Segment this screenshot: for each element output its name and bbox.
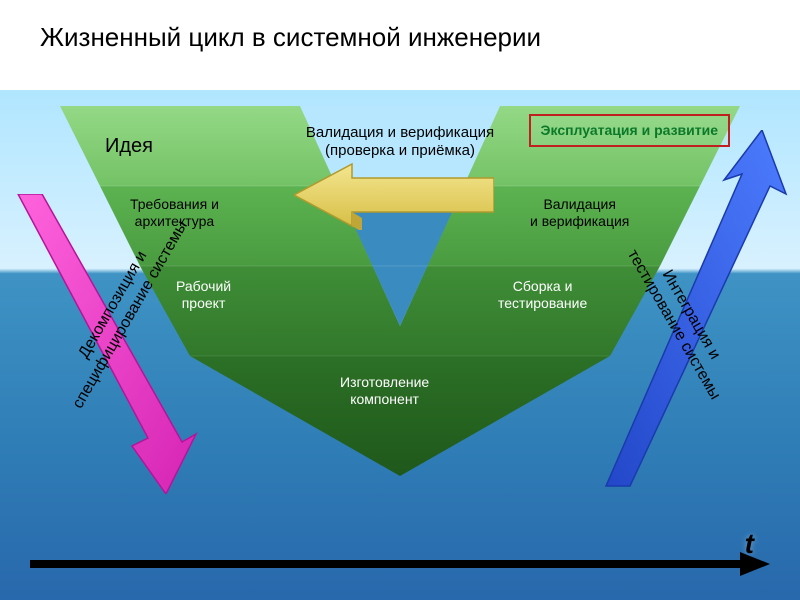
stage-assembly: Сборка и тестирование [498,278,587,312]
stage-idea: Идея [105,134,153,158]
time-axis-label: t [745,528,754,560]
diagram-canvas: Идея Требования и архитектура Рабочий пр… [0,90,800,600]
yellow-arrow-icon [294,160,494,230]
center-validation-label: Валидация и верификация (проверка и приё… [290,124,510,160]
timeline-arrow-icon [30,552,770,576]
stage-build: Изготовление компонент [340,374,429,408]
page-title: Жизненный цикл в системной инженерии [0,0,800,67]
